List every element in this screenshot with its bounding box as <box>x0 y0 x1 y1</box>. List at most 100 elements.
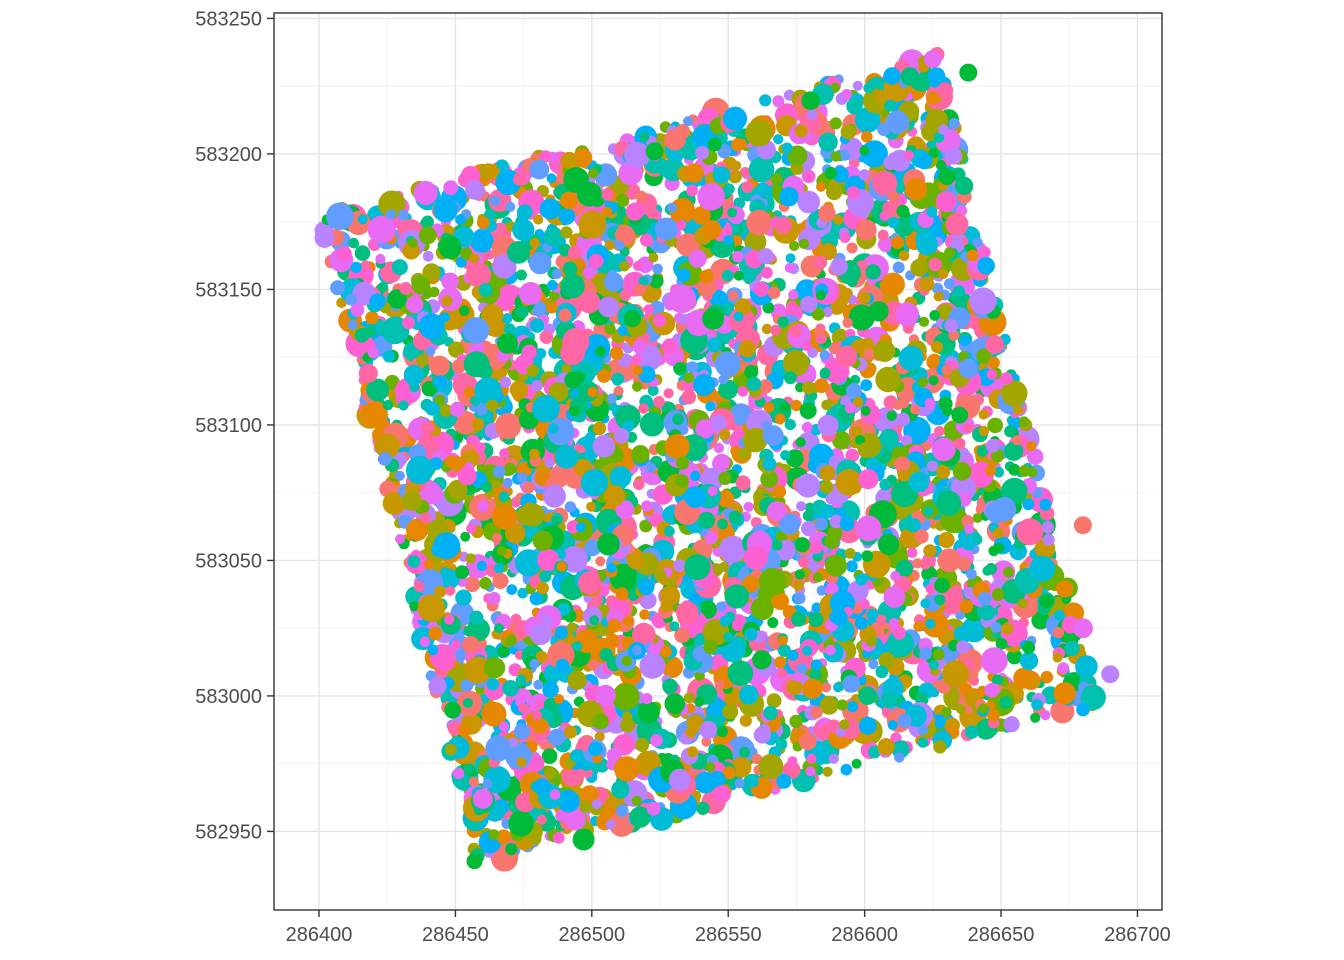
scatter-point <box>582 266 596 280</box>
scatter-point <box>497 333 518 354</box>
scatter-point <box>718 379 738 400</box>
scatter-point <box>459 305 470 317</box>
scatter-point <box>605 819 616 830</box>
scatter-point <box>951 406 969 424</box>
scatter-point <box>567 245 582 260</box>
scatter-point <box>855 219 877 241</box>
scatter-point <box>638 403 649 414</box>
scatter-point <box>820 723 832 734</box>
scatter-point <box>718 471 732 485</box>
scatter-point <box>369 293 386 310</box>
scatter-point <box>888 191 900 203</box>
scatter-point <box>732 250 744 263</box>
scatter-point <box>425 346 436 357</box>
scatter-point <box>572 641 583 652</box>
scatter-point <box>857 442 874 458</box>
scatter-point <box>991 674 1004 686</box>
scatter-point <box>469 610 484 625</box>
scatter-point <box>928 375 939 386</box>
scatter-point <box>1064 641 1080 657</box>
scatter-point <box>673 559 686 573</box>
scatter-point <box>413 180 438 206</box>
scatter-point <box>655 569 667 581</box>
x-tick-label: 286550 <box>695 924 762 946</box>
scatter-point <box>819 695 839 715</box>
scatter-point <box>591 799 602 810</box>
scatter-point <box>858 686 877 705</box>
scatter-point <box>892 626 906 640</box>
scatter-point <box>627 552 645 570</box>
scatter-point <box>829 117 842 130</box>
scatter-point <box>762 456 777 472</box>
scatter-point <box>464 763 475 774</box>
scatter-point <box>728 290 739 301</box>
scatter-point <box>585 432 596 443</box>
scatter-point <box>915 229 933 247</box>
scatter-point <box>934 577 950 594</box>
scatter-point <box>1101 665 1120 684</box>
scatter-point <box>451 359 466 374</box>
scatter-point <box>844 548 856 559</box>
scatter-point <box>767 501 787 521</box>
scatter-point <box>961 616 987 643</box>
scatter-point <box>892 261 905 274</box>
scatter-point <box>445 585 456 596</box>
scatter-point <box>360 260 371 271</box>
scatter-point <box>972 513 983 523</box>
scatter-point <box>678 424 689 435</box>
scatter-point <box>1072 618 1093 639</box>
scatter-point <box>588 659 599 671</box>
scatter-point <box>978 409 989 420</box>
scatter-point <box>382 350 395 363</box>
scatter-point <box>784 262 795 273</box>
scatter-point <box>747 376 762 392</box>
scatter-point <box>758 753 784 779</box>
scatter-point <box>1012 435 1023 446</box>
scatter-point <box>993 527 1004 539</box>
scatter-point <box>850 374 861 385</box>
scatter-point <box>918 316 930 327</box>
scatter-point <box>952 462 972 481</box>
scatter-point <box>792 672 803 683</box>
scatter-point <box>810 541 823 554</box>
scatter-point <box>486 399 499 412</box>
scatter-point <box>350 261 362 273</box>
scatter-point <box>752 223 763 234</box>
scatter-point <box>647 385 659 396</box>
scatter-point <box>788 289 799 300</box>
scatter-point <box>419 636 431 648</box>
scatter-point <box>887 216 900 229</box>
scatter-point <box>935 191 957 213</box>
scatter-point <box>840 763 853 776</box>
scatter-point <box>1039 498 1052 511</box>
scatter-point <box>578 291 601 314</box>
scatter-point <box>606 747 623 763</box>
scatter-point <box>639 519 653 533</box>
scatter-point <box>684 486 707 508</box>
scatter-point <box>898 470 910 482</box>
scatter-point <box>739 714 752 727</box>
scatter-point <box>931 437 956 462</box>
scatter-point <box>683 692 695 704</box>
scatter-point <box>784 419 796 431</box>
scatter-point <box>854 616 868 630</box>
scatter-point <box>532 394 560 423</box>
scatter-point <box>846 560 858 573</box>
scatter-point <box>716 601 727 612</box>
scatter-point <box>330 280 346 296</box>
scatter-point <box>877 738 895 756</box>
scatter-point <box>728 510 742 524</box>
scatter-point <box>952 285 966 298</box>
scatter-point <box>835 345 858 368</box>
scatter-point <box>860 405 871 416</box>
scatter-point <box>598 296 619 318</box>
scatter-point <box>717 144 732 159</box>
scatter-point <box>1000 372 1013 385</box>
scatter-point <box>1031 611 1050 630</box>
data-points <box>314 47 1120 872</box>
scatter-point <box>723 631 734 642</box>
scatter-point <box>692 206 711 225</box>
scatter-point <box>924 398 935 409</box>
scatter-point <box>664 129 686 151</box>
scatter-point <box>833 682 844 693</box>
